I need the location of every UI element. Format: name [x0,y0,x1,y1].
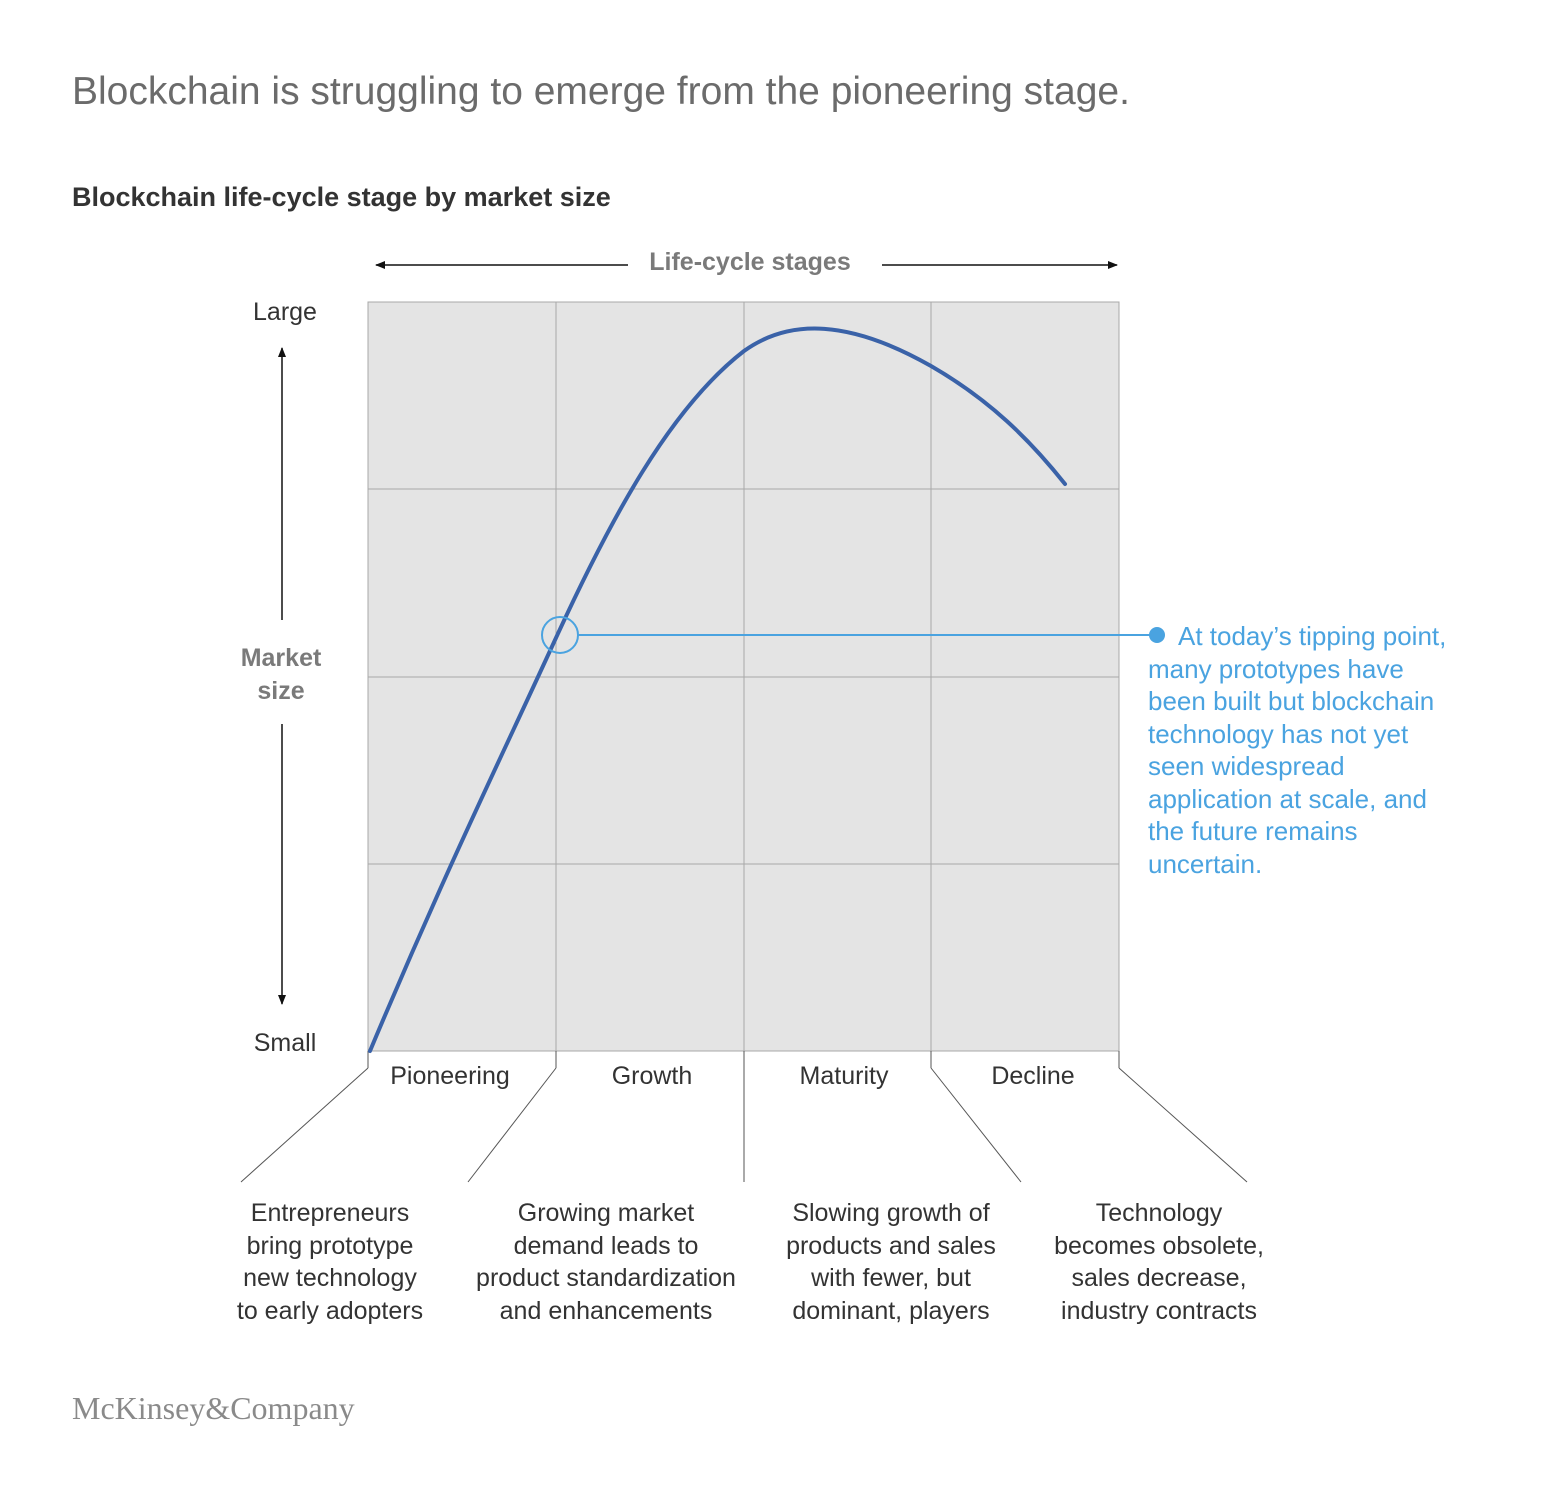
stage-description-growth: Growing market demand leads to product s… [476,1199,736,1325]
mckinsey-logo: McKinsey&Company [72,1390,355,1426]
callout-text: At today’s tipping point, many prototype… [1148,620,1468,880]
stage-label-pioneering: Pioneering [390,1062,510,1090]
leader-line-pioneering [240,1067,369,1183]
stage-description-maturity: Slowing growth of products and sales wit… [786,1199,996,1325]
stage-separator-lines [240,1051,1248,1183]
x-axis-label: Life-cycle stages [649,248,851,276]
chart-subtitle: Blockchain life-cycle stage by market si… [72,182,611,212]
life-cycle-curve [368,326,1067,1053]
stage-description-decline: Technology becomes obsolete, sales decre… [1054,1199,1264,1325]
stage-label-decline: Decline [991,1062,1074,1090]
stage-label-maturity: Maturity [800,1062,889,1090]
leader-line-growth [467,1067,557,1183]
y-axis-top-label: Large [253,298,317,326]
callout-text-body: At today’s tipping point, many prototype… [1148,621,1447,879]
y-axis-bottom-label: Small [254,1029,317,1057]
y-axis-label-line1: Market [241,644,322,672]
page-title: Blockchain is struggling to emerge from … [72,70,1130,113]
stage-description-pioneering: Entrepreneurs bring prototype new techno… [236,1199,424,1325]
leader-line-decline-left [930,1067,1022,1183]
callout-dot [1149,627,1165,643]
stage-label-growth: Growth [612,1062,693,1090]
grid-horizontal-lines [368,488,1119,865]
y-axis-label-line2: size [257,677,304,705]
leader-line-decline-right [1118,1067,1248,1183]
